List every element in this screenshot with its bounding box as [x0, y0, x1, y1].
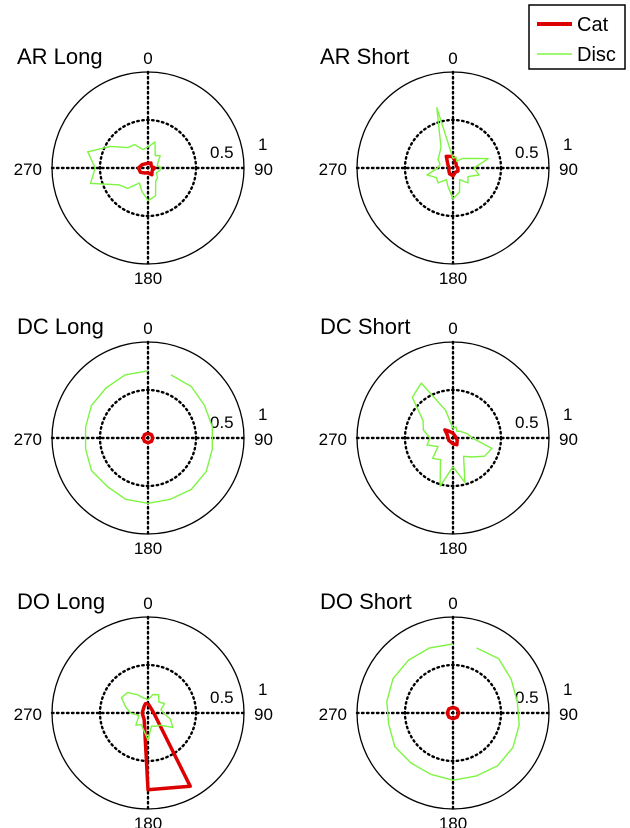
angle-tick-180: 180 [134, 269, 162, 288]
series-disc-line [426, 106, 489, 200]
legend-box [528, 4, 626, 70]
series-disc-line [386, 643, 520, 781]
panel-title: DO Short [320, 589, 412, 614]
radius-tick-1: 1 [258, 405, 267, 424]
radius-tick-1: 1 [258, 680, 267, 699]
panel-title: AR Long [17, 44, 103, 69]
angle-tick-180: 180 [439, 269, 467, 288]
angle-tick-270: 270 [14, 430, 42, 449]
legend: Cat Disc [528, 4, 626, 70]
angle-tick-270: 270 [14, 160, 42, 179]
angle-tick-270: 270 [14, 705, 42, 724]
angle-tick-0: 0 [448, 594, 457, 613]
series-disc-line [86, 141, 163, 202]
series-disc-line [120, 691, 174, 741]
radius-tick-0-5: 0.5 [210, 688, 234, 707]
series-cat-line [140, 701, 192, 792]
angle-tick-180: 180 [439, 539, 467, 558]
radius-tick-1: 1 [563, 680, 572, 699]
panel-title: DC Long [17, 314, 104, 339]
radius-tick-0-5: 0.5 [515, 143, 539, 162]
angle-tick-180: 180 [134, 814, 162, 828]
series-cat-line [141, 431, 155, 445]
angle-tick-0: 0 [143, 594, 152, 613]
radius-tick-1: 1 [258, 135, 267, 154]
angle-tick-0: 0 [143, 49, 152, 68]
radius-tick-0-5: 0.5 [515, 413, 539, 432]
panel-title: DO Long [17, 589, 105, 614]
panel-title: AR Short [320, 44, 409, 69]
series-disc-line [84, 370, 214, 504]
series-cat-line [443, 428, 459, 447]
angle-tick-90: 90 [559, 705, 578, 724]
angle-tick-90: 90 [254, 430, 273, 449]
series-cat-line [136, 161, 157, 177]
polar-panel-dc-long: DC Long 0 90 180 270 0.5 1 [14, 314, 273, 558]
radius-tick-0-5: 0.5 [210, 143, 234, 162]
angle-tick-90: 90 [254, 160, 273, 179]
angle-tick-180: 180 [134, 539, 162, 558]
angle-tick-270: 270 [319, 430, 347, 449]
angle-tick-90: 90 [559, 160, 578, 179]
polar-panel-dc-short: DC Short 0 90 180 270 0.5 1 [319, 314, 578, 558]
angle-tick-0: 0 [448, 49, 457, 68]
polar-panel-do-long: DO Long 0 90 180 270 0.5 1 [14, 589, 273, 828]
series-disc-line [411, 382, 493, 487]
legend-label-cat: Cat [577, 14, 609, 36]
angle-tick-270: 270 [319, 705, 347, 724]
polar-panel-do-short: DO Short 0 90 180 270 0.5 1 [319, 589, 578, 828]
panels: AR Long 0 90 180 270 0.5 1 AR Short 0 90 180 270 0.5… [14, 44, 578, 828]
radius-tick-1: 1 [563, 405, 572, 424]
polar-panel-ar-short: AR Short 0 90 180 270 0.5 1 [319, 44, 578, 288]
angle-tick-270: 270 [319, 160, 347, 179]
panel-title: DC Short [320, 314, 410, 339]
angle-tick-180: 180 [439, 814, 467, 828]
series-cat-line [444, 154, 460, 178]
polar-panel-ar-long: AR Long 0 90 180 270 0.5 1 [14, 44, 273, 288]
angle-tick-0: 0 [143, 319, 152, 338]
series-cat-line [445, 705, 461, 721]
legend-label-disc: Disc [577, 44, 616, 66]
angle-tick-90: 90 [254, 705, 273, 724]
radius-tick-0-5: 0.5 [210, 413, 234, 432]
radius-tick-0-5: 0.5 [515, 688, 539, 707]
angle-tick-0: 0 [448, 319, 457, 338]
radius-tick-1: 1 [563, 135, 572, 154]
angle-tick-90: 90 [559, 430, 578, 449]
